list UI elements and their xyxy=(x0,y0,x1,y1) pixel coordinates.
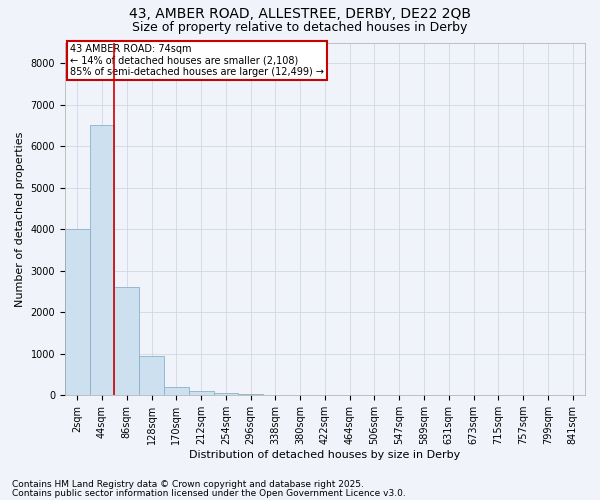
Bar xyxy=(139,356,164,395)
Text: 43, AMBER ROAD, ALLESTREE, DERBY, DE22 2QB: 43, AMBER ROAD, ALLESTREE, DERBY, DE22 2… xyxy=(129,8,471,22)
Bar xyxy=(115,288,139,395)
Text: Size of property relative to detached houses in Derby: Size of property relative to detached ho… xyxy=(133,21,467,34)
X-axis label: Distribution of detached houses by size in Derby: Distribution of detached houses by size … xyxy=(190,450,461,460)
Bar xyxy=(238,394,263,395)
Text: Contains HM Land Registry data © Crown copyright and database right 2025.: Contains HM Land Registry data © Crown c… xyxy=(12,480,364,489)
Text: Contains public sector information licensed under the Open Government Licence v3: Contains public sector information licen… xyxy=(12,490,406,498)
Bar xyxy=(189,391,214,395)
Bar xyxy=(65,229,89,395)
Bar xyxy=(89,126,115,395)
Text: 43 AMBER ROAD: 74sqm
← 14% of detached houses are smaller (2,108)
85% of semi-de: 43 AMBER ROAD: 74sqm ← 14% of detached h… xyxy=(70,44,324,78)
Bar xyxy=(214,393,238,395)
Bar xyxy=(164,387,189,395)
Y-axis label: Number of detached properties: Number of detached properties xyxy=(15,131,25,306)
